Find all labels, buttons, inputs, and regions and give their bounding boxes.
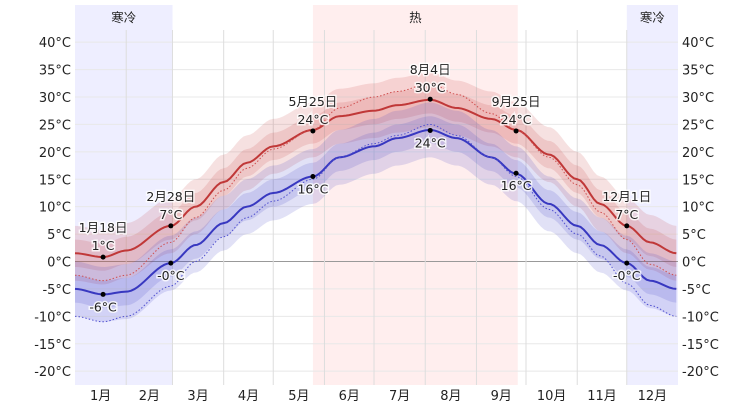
annotation-date: 8月4日 [410, 62, 451, 77]
y-tick-right: -15°C [682, 338, 719, 353]
annotation-value: 16°C [501, 178, 532, 193]
annotation-value: -0°C [157, 268, 185, 283]
season-label: 寒冷 [640, 10, 665, 25]
annotation-value: 24°C [501, 112, 532, 127]
y-tick-right: 40°C [682, 36, 714, 51]
season-band [312, 5, 518, 385]
month-label: 1月 [90, 389, 111, 404]
y-tick-right: 25°C [682, 118, 714, 133]
annotation-value: 30°C [415, 80, 446, 95]
y-tick-left: 25°C [39, 118, 71, 133]
annotation-value: -6°C [89, 299, 117, 314]
annotation-value: 16°C [297, 182, 328, 197]
month-label: 8月 [440, 389, 461, 404]
month-label: 7月 [389, 389, 410, 404]
y-tick-left: 20°C [39, 146, 71, 161]
high_dotted-line [74, 82, 677, 282]
annotation-value: -0°C [613, 268, 641, 283]
month-label: 12月 [638, 389, 668, 404]
season-band [75, 5, 173, 385]
season-label: 寒冷 [111, 10, 136, 25]
annotation-dot [168, 223, 174, 229]
annotation-dot [310, 128, 316, 134]
high-band [75, 72, 677, 285]
high-band [75, 86, 677, 271]
y-tick-right: -5°C [682, 283, 711, 298]
y-tick-left: 5°C [47, 228, 71, 243]
annotation-value: 24°C [415, 135, 446, 150]
y-tick-right: 10°C [682, 201, 714, 216]
annotation-value: 24°C [297, 112, 328, 127]
y-tick-right: 35°C [682, 64, 714, 79]
annotation-dot [168, 260, 174, 266]
low-band [75, 102, 677, 322]
annotation-dot [513, 170, 519, 176]
y-tick-right: 20°C [682, 146, 714, 161]
annotation-dot [624, 223, 630, 229]
y-tick-right: 15°C [682, 173, 714, 188]
annotation-dot [100, 254, 106, 260]
month-label: 5月 [288, 389, 309, 404]
y-tick-left: 10°C [39, 201, 71, 216]
annotation-date: 12月1日 [602, 189, 651, 204]
season-band [626, 5, 678, 385]
y-tick-left: 40°C [39, 36, 71, 51]
y-tick-right: 0°C [682, 256, 706, 271]
y-tick-left: -15°C [34, 338, 71, 353]
y-tick-left: -5°C [42, 283, 71, 298]
annotation-dot [624, 260, 630, 266]
annotation-dot [427, 127, 433, 133]
high-line [74, 98, 677, 259]
month-label: 11月 [587, 389, 617, 404]
annotation-dot [513, 128, 519, 134]
month-label: 2月 [139, 389, 160, 404]
y-tick-left: 0°C [47, 256, 71, 271]
annotation-date: 2月28日 [146, 189, 195, 204]
month-label: 10月 [537, 389, 567, 404]
annotation-dot [427, 96, 433, 102]
y-tick-right: 5°C [682, 228, 706, 243]
y-tick-left: 30°C [39, 91, 71, 106]
month-label: 6月 [339, 389, 360, 404]
low_dotted-line [74, 123, 677, 323]
annotation-value: 7°C [615, 207, 638, 222]
y-tick-right: -20°C [682, 365, 719, 380]
annotation-dot [100, 291, 106, 297]
y-tick-left: -20°C [34, 365, 71, 380]
month-label: 3月 [187, 389, 208, 404]
annotation-date: 5月25日 [288, 94, 337, 109]
y-tick-left: -10°C [34, 310, 71, 325]
annotation-value: 1°C [92, 238, 115, 253]
y-tick-right: -10°C [682, 310, 719, 325]
annotation-date: 1月18日 [79, 220, 128, 235]
month-label: 9月 [491, 389, 512, 404]
y-tick-left: 15°C [39, 173, 71, 188]
season-label: 热 [409, 10, 422, 25]
annotation-date: 9月25日 [492, 94, 541, 109]
y-tick-left: 35°C [39, 64, 71, 79]
y-tick-right: 30°C [682, 91, 714, 106]
month-label: 4月 [238, 389, 259, 404]
low-line [74, 128, 677, 296]
annotation-value: 7°C [159, 207, 182, 222]
annotation-dot [310, 174, 316, 180]
